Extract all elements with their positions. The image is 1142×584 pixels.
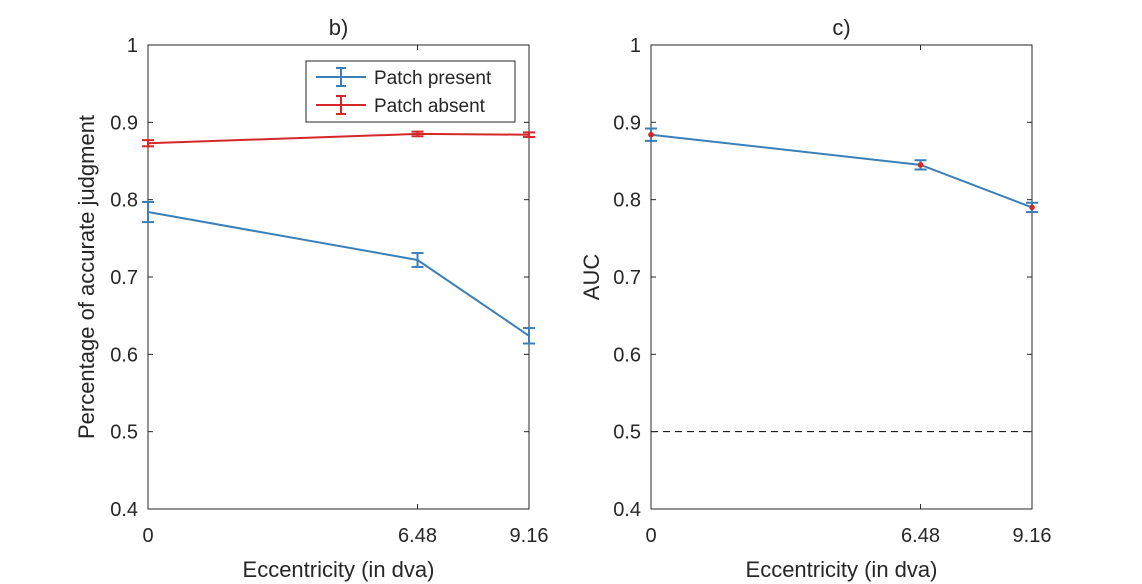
y-tick-label: 0.9 <box>110 112 138 134</box>
x-tick-label: 0 <box>142 525 153 547</box>
y-tick-label: 0.5 <box>110 422 138 444</box>
data-point <box>648 131 654 138</box>
y-tick-label: 0.7 <box>613 267 641 289</box>
y-tick-label: 0.4 <box>110 499 138 521</box>
y-tick-label: 1 <box>630 35 641 57</box>
y-tick-label: 0.8 <box>613 190 641 212</box>
data-point <box>1029 204 1035 211</box>
data-point <box>917 162 924 168</box>
x-tick-label: 6.48 <box>901 525 940 547</box>
x-tick-label: 9.16 <box>510 525 549 547</box>
legend-label: Patch present <box>374 68 492 89</box>
y-axis-label: Percentage of accurate judgment <box>74 115 99 439</box>
x-axis-label: Eccentricity (in dva) <box>746 557 938 582</box>
y-tick-label: 0.6 <box>110 344 138 366</box>
x-tick-label: 6.48 <box>398 525 437 547</box>
y-tick-label: 0.9 <box>613 112 641 134</box>
legend: Patch present Patch absent <box>305 60 516 123</box>
y-tick-label: 0.6 <box>613 344 641 366</box>
x-tick-label: 9.16 <box>1013 525 1052 547</box>
series-line-patch-present <box>147 211 530 337</box>
y-tick-label: 1 <box>127 35 138 57</box>
legend-label: Patch absent <box>374 96 486 117</box>
chart-title: c) <box>832 15 850 40</box>
series-line-patch-absent <box>147 132 530 145</box>
x-axis-label: Eccentricity (in dva) <box>243 557 435 582</box>
chart-panel-c: 0.4 0.5 0.6 0.7 0.8 0.9 1 0 6.48 9.16 c) Eccentrici… <box>579 15 1051 582</box>
plot-area-frame <box>650 44 1033 510</box>
y-tick-label: 0.4 <box>613 499 641 521</box>
y-tick-label: 0.8 <box>110 190 138 212</box>
y-axis-label: AUC <box>579 254 604 301</box>
chart-panel-b: 0.4 0.5 0.6 0.7 0.8 0.9 1 0 6.48 9.16 b) Eccentrici… <box>74 15 548 582</box>
y-tick-label: 0.5 <box>613 422 641 444</box>
chart-title: b) <box>329 15 349 40</box>
y-tick-label: 0.7 <box>110 267 138 289</box>
x-tick-label: 0 <box>645 525 656 547</box>
series-line-series-0 <box>650 133 1033 209</box>
